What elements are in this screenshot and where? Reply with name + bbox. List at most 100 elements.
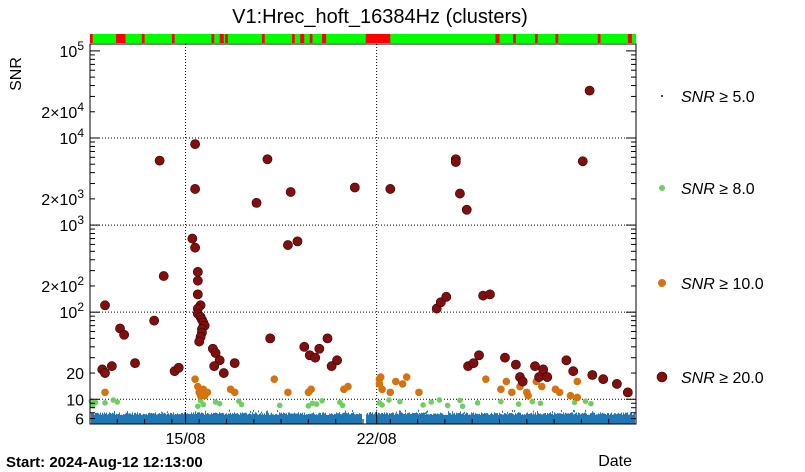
band-column: [232, 413, 233, 424]
band-outlier: [571, 412, 572, 415]
segment-bar-off: [219, 34, 224, 43]
band-outlier: [329, 413, 330, 416]
point-snr-20-0: [194, 336, 205, 347]
band-column: [604, 413, 605, 424]
band-outlier: [114, 410, 115, 413]
band-column: [563, 412, 564, 424]
band-column: [627, 412, 628, 424]
band-column: [443, 414, 444, 424]
band-column: [192, 413, 193, 424]
band-column: [450, 413, 451, 424]
band-column: [404, 413, 405, 424]
band-column: [505, 413, 506, 424]
point-snr-20-0: [461, 204, 472, 215]
band-column: [394, 414, 395, 424]
point-snr-8-0: [571, 399, 578, 406]
point-snr-20-0: [349, 182, 360, 193]
segment-bar-off: [90, 34, 93, 43]
band-outlier: [250, 410, 251, 413]
point-snr-20-0: [310, 352, 321, 363]
band-column: [170, 412, 171, 424]
band-column: [556, 414, 557, 424]
band-column: [442, 413, 443, 424]
band-outlier: [277, 410, 278, 413]
band-outlier: [573, 409, 574, 412]
band-column: [301, 413, 302, 424]
band-column: [602, 412, 603, 424]
band-outlier: [376, 409, 377, 412]
band-column: [135, 412, 136, 424]
band-column: [289, 412, 290, 424]
band-column: [306, 414, 307, 424]
band-column: [417, 413, 418, 424]
band-column: [402, 412, 403, 424]
band-column: [348, 412, 349, 424]
band-column: [182, 413, 183, 424]
point-snr-10-0: [344, 382, 352, 391]
band-column: [386, 412, 387, 424]
band-column: [403, 414, 404, 424]
band-column: [295, 413, 296, 424]
band-column: [612, 414, 613, 424]
band-column: [223, 413, 224, 424]
segment-bar-off: [534, 34, 538, 43]
band-column: [573, 414, 574, 424]
band-column: [121, 414, 122, 424]
segment-bar: [90, 34, 636, 43]
band-column: [595, 414, 596, 424]
x-tick-label: 22/08: [357, 431, 397, 448]
segment-bar-on: [90, 34, 636, 43]
band-column: [458, 413, 459, 424]
band-column: [603, 413, 604, 424]
legend: SNR ≥ 5.0 SNR ≥ 8.0 SNR ≥ 10.0 SNR ≥ 20.0: [656, 89, 764, 387]
point-snr-20-0: [441, 291, 452, 302]
point-snr-20-0: [173, 362, 184, 373]
band-column: [433, 413, 434, 424]
band-column: [416, 412, 417, 424]
point-snr-8-0: [420, 402, 426, 408]
band-column: [441, 413, 442, 424]
band-outlier: [151, 412, 152, 415]
band-column: [172, 414, 173, 424]
band-column: [506, 414, 507, 424]
point-snr-20-0: [154, 155, 165, 166]
band-column: [633, 414, 634, 424]
point-snr-20-0: [100, 300, 110, 311]
point-snr-8-0: [102, 400, 108, 406]
band-column: [571, 414, 572, 424]
band-column: [350, 414, 351, 424]
band-outlier: [511, 413, 512, 416]
band-column: [246, 413, 247, 424]
band-column: [257, 414, 258, 424]
band-column: [610, 413, 611, 424]
band-column: [547, 413, 548, 424]
band-column: [320, 412, 321, 424]
band-column: [308, 413, 309, 424]
band-column: [511, 414, 512, 424]
band-column: [570, 412, 571, 424]
band-column: [474, 414, 475, 424]
point-snr-8-0: [444, 402, 451, 409]
point-snr-20-0: [450, 157, 461, 167]
segment-bar-off: [171, 34, 175, 43]
band-column: [207, 412, 208, 424]
point-snr-20-0: [500, 352, 510, 363]
band-column: [255, 412, 256, 424]
band-column: [422, 412, 423, 424]
band-column: [512, 413, 513, 424]
segment-bar-off: [322, 34, 327, 43]
band-column: [567, 413, 568, 424]
band-column: [605, 413, 606, 424]
band-column: [502, 414, 503, 424]
band-column: [210, 414, 211, 424]
band-column: [509, 412, 510, 424]
band-column: [623, 412, 624, 424]
band-column: [176, 414, 177, 424]
point-snr-20-0: [517, 376, 528, 387]
band-column: [549, 413, 550, 424]
band-column: [543, 413, 544, 424]
band-column: [494, 412, 495, 424]
band-column: [274, 414, 275, 424]
band-outlier: [264, 413, 265, 416]
band-column: [281, 412, 282, 424]
